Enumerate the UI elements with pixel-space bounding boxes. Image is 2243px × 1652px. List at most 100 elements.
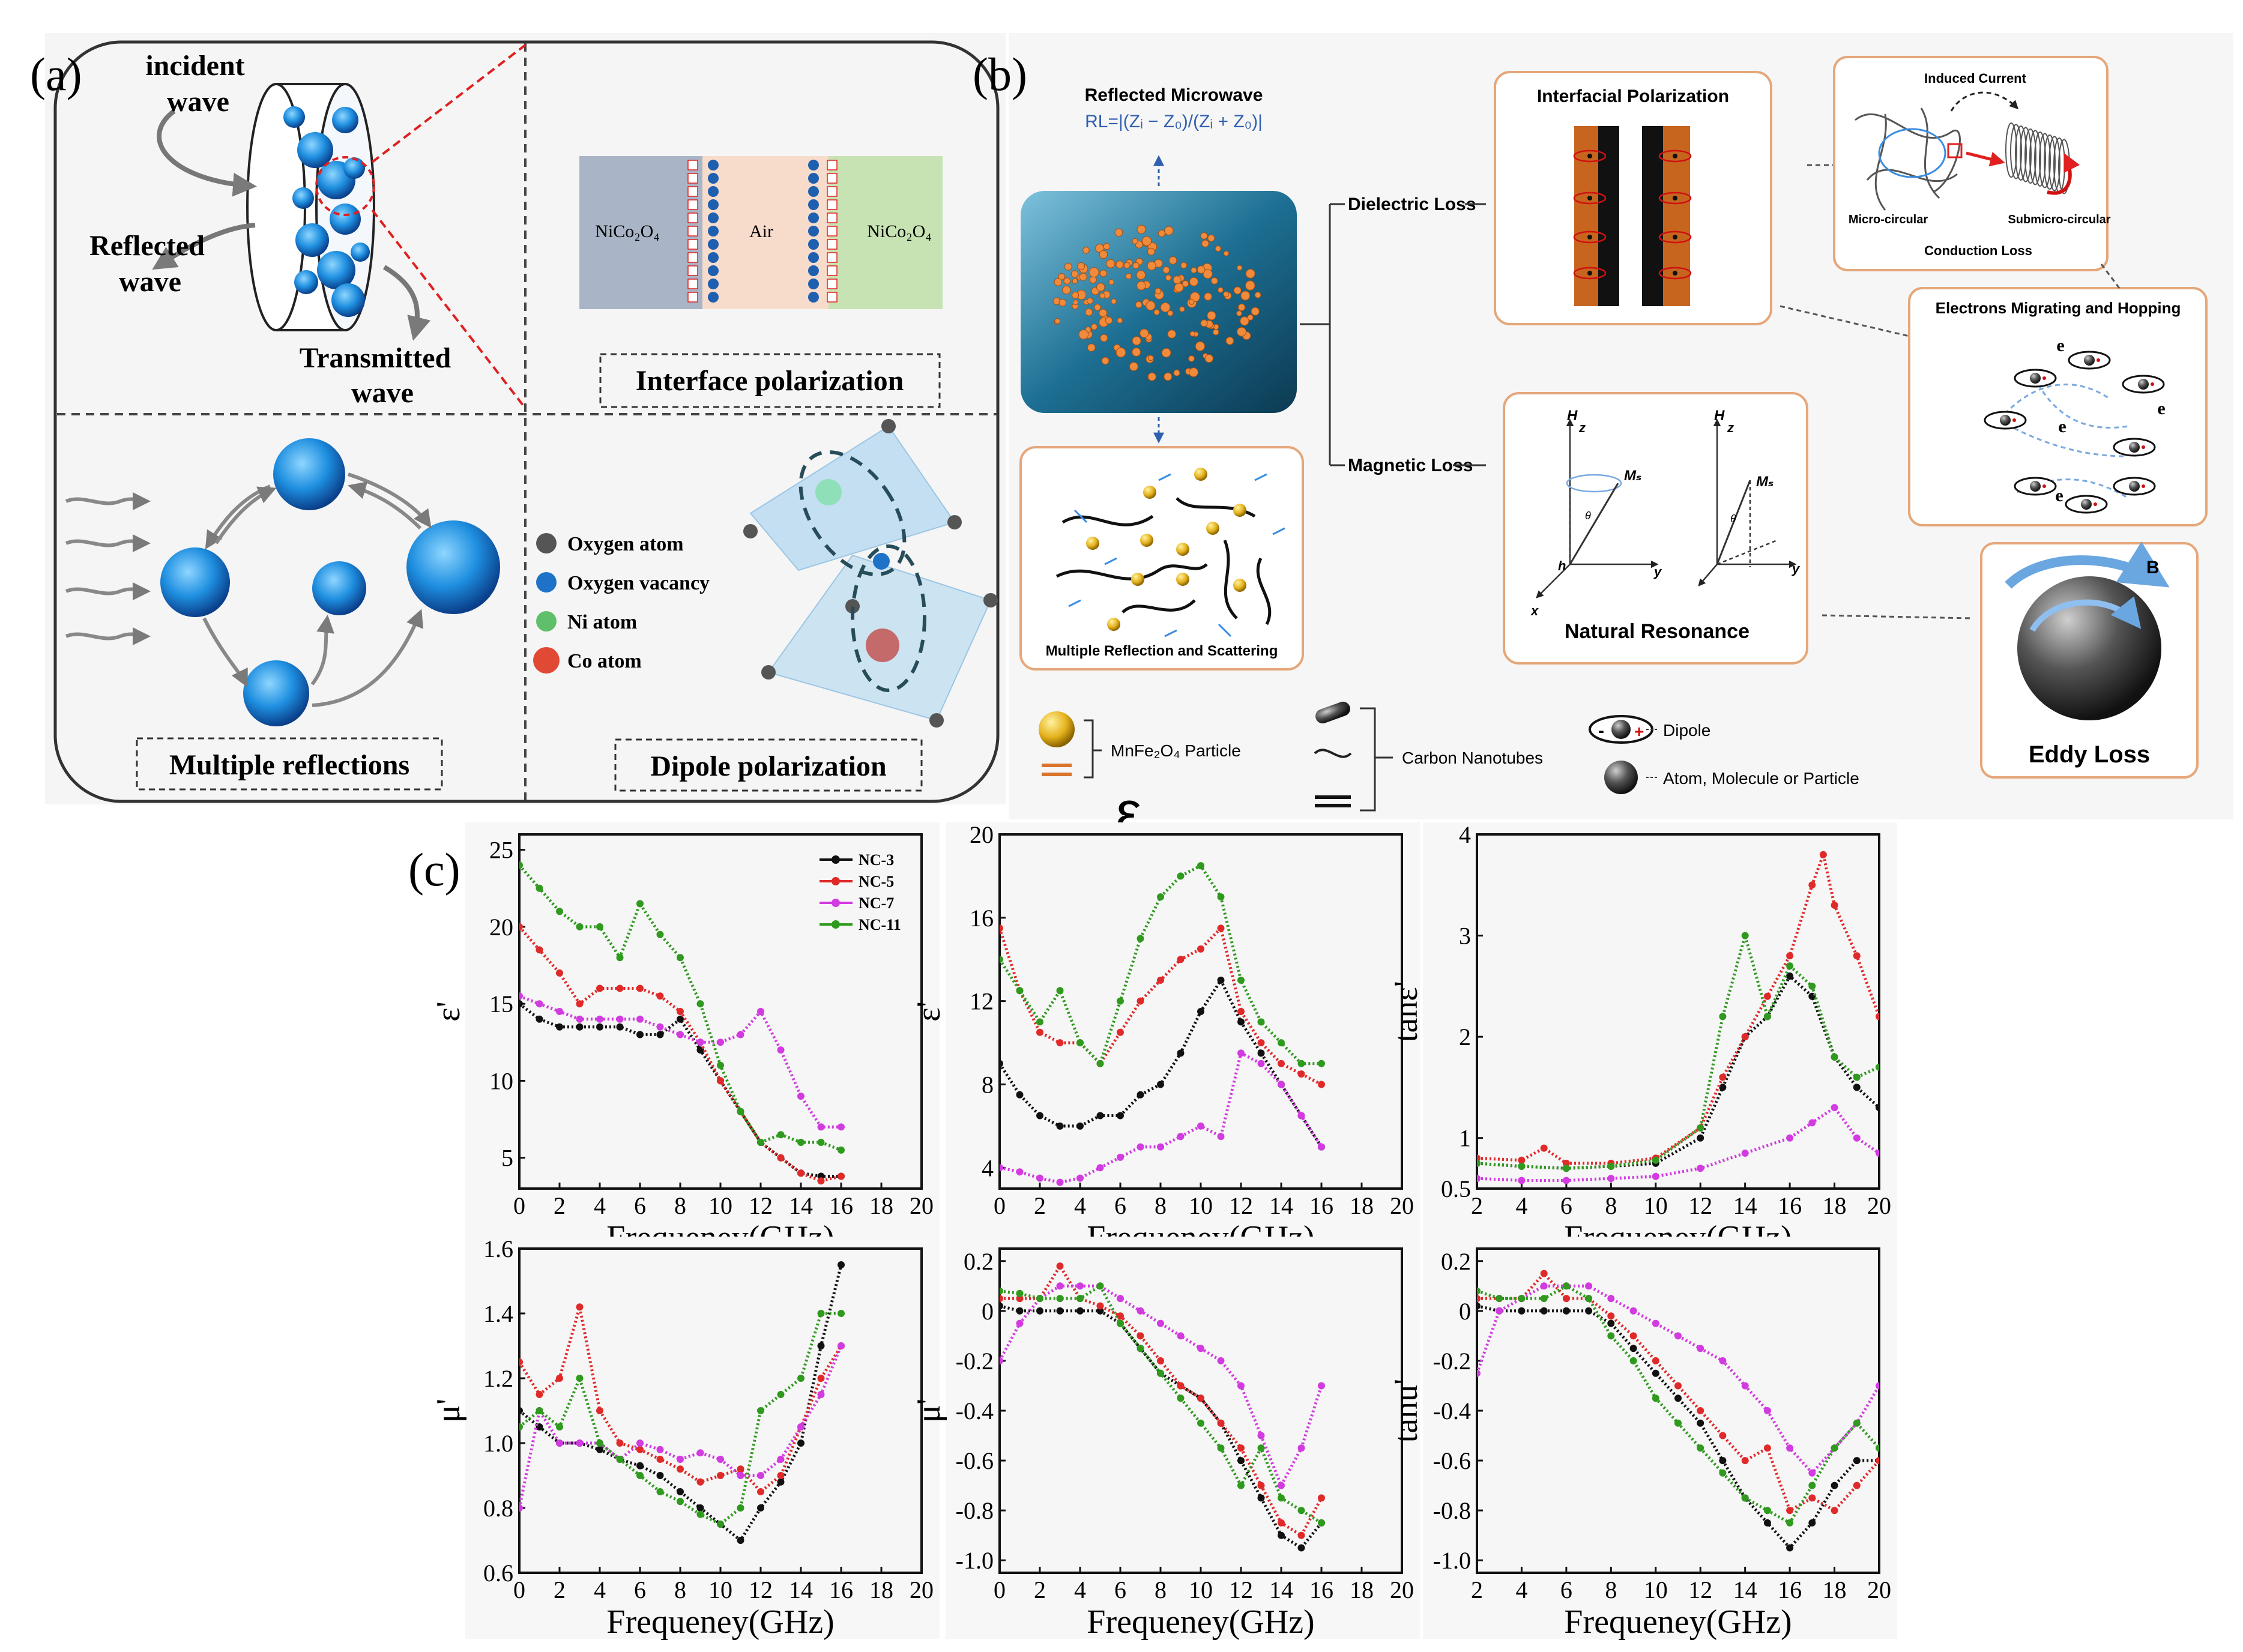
data-point-NC-11 bbox=[1540, 1295, 1548, 1303]
data-point-NC-7 bbox=[576, 1439, 584, 1447]
data-point-NC-11 bbox=[1741, 932, 1749, 939]
core-particle bbox=[1189, 331, 1196, 337]
data-point-NC-11 bbox=[1719, 1013, 1727, 1020]
data-point-NC-11 bbox=[1607, 1332, 1615, 1340]
x-tick-label: 18 bbox=[1350, 1192, 1374, 1219]
x-tick-label: 12 bbox=[749, 1576, 773, 1603]
core-particle bbox=[1129, 362, 1138, 372]
data-point-NC-5 bbox=[1257, 1039, 1265, 1047]
data-point-NC-5 bbox=[696, 1478, 704, 1486]
field-arrow bbox=[2005, 541, 2170, 589]
data-point-NC-3 bbox=[519, 1000, 523, 1008]
data-point-NC-5 bbox=[1741, 1033, 1749, 1041]
data-point-NC-11 bbox=[1786, 962, 1794, 970]
multiple-caption: Multiple reflections bbox=[169, 749, 409, 781]
data-point-NC-11 bbox=[737, 1504, 744, 1512]
core-particle bbox=[1132, 336, 1141, 346]
core-particle bbox=[1099, 270, 1107, 277]
data-point-NC-5 bbox=[1540, 1144, 1548, 1152]
negative-charge bbox=[708, 173, 719, 184]
data-point-NC-7 bbox=[596, 1015, 603, 1023]
x-tick-label: 14 bbox=[1269, 1192, 1293, 1219]
data-point-NC-7 bbox=[696, 1449, 704, 1457]
series-line-NC-7 bbox=[1000, 1051, 1323, 1184]
data-point-NC-5 bbox=[1819, 851, 1827, 858]
data-point-NC-5 bbox=[1016, 1295, 1024, 1303]
data-point-NC-11 bbox=[1831, 1053, 1838, 1061]
data-point-NC-5 bbox=[1117, 1028, 1124, 1036]
x-tick-label: 10 bbox=[1189, 1192, 1213, 1219]
y-tick-label: 5 bbox=[501, 1145, 513, 1172]
data-point-NC-3 bbox=[1278, 1531, 1285, 1539]
data-point-NC-11 bbox=[1197, 862, 1204, 870]
y-tick-label: -0.6 bbox=[1433, 1447, 1471, 1474]
data-point-NC-7 bbox=[737, 1472, 744, 1479]
data-point-NC-3 bbox=[1197, 1008, 1204, 1015]
core-particle bbox=[1091, 324, 1097, 330]
data-point-NC-3 bbox=[1137, 1091, 1144, 1099]
data-point-NC-5 bbox=[519, 923, 523, 930]
electron-dipole-core bbox=[2030, 481, 2041, 492]
data-point-NC-7 bbox=[1808, 1469, 1816, 1477]
data-point-NC-3 bbox=[1257, 1049, 1265, 1057]
core-particle bbox=[1237, 265, 1243, 271]
x-tick-label: 18 bbox=[1823, 1192, 1847, 1219]
eddy-sphere bbox=[2017, 576, 2161, 720]
data-point-NC-5 bbox=[1562, 1159, 1570, 1167]
core-particle bbox=[1115, 347, 1126, 358]
multiple-caption-box bbox=[136, 737, 443, 791]
y-tick-label: 2 bbox=[1459, 1023, 1471, 1051]
data-point-NC-7 bbox=[1562, 1177, 1570, 1184]
data-point-NC-11 bbox=[1137, 935, 1144, 942]
data-point-NC-3 bbox=[1540, 1307, 1548, 1315]
positive-charge bbox=[827, 239, 838, 250]
x-tick-label: 16 bbox=[1309, 1192, 1333, 1219]
core-particle bbox=[1223, 291, 1229, 297]
data-point-NC-11 bbox=[1853, 1419, 1861, 1427]
core-particle bbox=[1212, 329, 1219, 336]
incident-label-2: wave bbox=[167, 86, 229, 118]
legend-atom-label: Co atom bbox=[567, 650, 642, 672]
core-particle bbox=[1164, 226, 1174, 235]
y-tick-label: 8 bbox=[982, 1071, 994, 1098]
cnt-network bbox=[1855, 91, 2080, 211]
x-tick-label: 14 bbox=[789, 1192, 813, 1219]
data-point-NC-7 bbox=[1629, 1307, 1637, 1315]
data-point-NC-7 bbox=[1318, 1143, 1325, 1151]
data-point-NC-7 bbox=[1741, 1382, 1749, 1390]
data-point-NC-5 bbox=[536, 946, 543, 954]
data-point-NC-3 bbox=[519, 1407, 523, 1414]
interfacial-dipole bbox=[1658, 149, 1692, 163]
data-point-NC-7 bbox=[1786, 1134, 1794, 1142]
incoming-wave-arrow bbox=[65, 534, 151, 552]
data-point-NC-7 bbox=[757, 1008, 764, 1015]
data-point-NC-5 bbox=[1297, 1531, 1305, 1539]
legend-particle: MnFe₂O₄ Particle bbox=[1111, 741, 1241, 760]
data-point-NC-5 bbox=[838, 1172, 845, 1180]
core-particle bbox=[1137, 225, 1146, 234]
core-particle bbox=[1072, 291, 1079, 299]
data-point-NC-3 bbox=[1786, 1544, 1794, 1552]
data-point-NC-7 bbox=[1786, 1444, 1794, 1452]
dielectric-loss-label: Dielectric Loss bbox=[1348, 194, 1476, 214]
axis-ms-1: Mₛ bbox=[1624, 468, 1641, 484]
data-point-NC-7 bbox=[576, 1015, 584, 1023]
negative-charge bbox=[808, 252, 819, 263]
x-tick-label: 2 bbox=[1471, 1192, 1483, 1219]
core-particle bbox=[1125, 273, 1132, 280]
data-point-NC-5 bbox=[1763, 992, 1771, 1000]
series-group bbox=[1477, 849, 1879, 1184]
electron-dipole-core bbox=[2129, 442, 2140, 453]
axis-theta-2: θ bbox=[1730, 513, 1736, 525]
positive-charge bbox=[687, 292, 698, 303]
data-point-NC-3 bbox=[737, 1537, 744, 1544]
incoming-wave-arrow bbox=[65, 582, 151, 600]
data-point-NC-3 bbox=[696, 1504, 704, 1512]
x-tick-label: 0 bbox=[513, 1576, 525, 1603]
data-point-NC-7 bbox=[1496, 1307, 1503, 1315]
data-point-NC-5 bbox=[616, 1439, 624, 1447]
data-point-NC-11 bbox=[1056, 1295, 1064, 1303]
data-point-NC-7 bbox=[1197, 1122, 1204, 1130]
data-point-NC-11 bbox=[1096, 1060, 1104, 1067]
